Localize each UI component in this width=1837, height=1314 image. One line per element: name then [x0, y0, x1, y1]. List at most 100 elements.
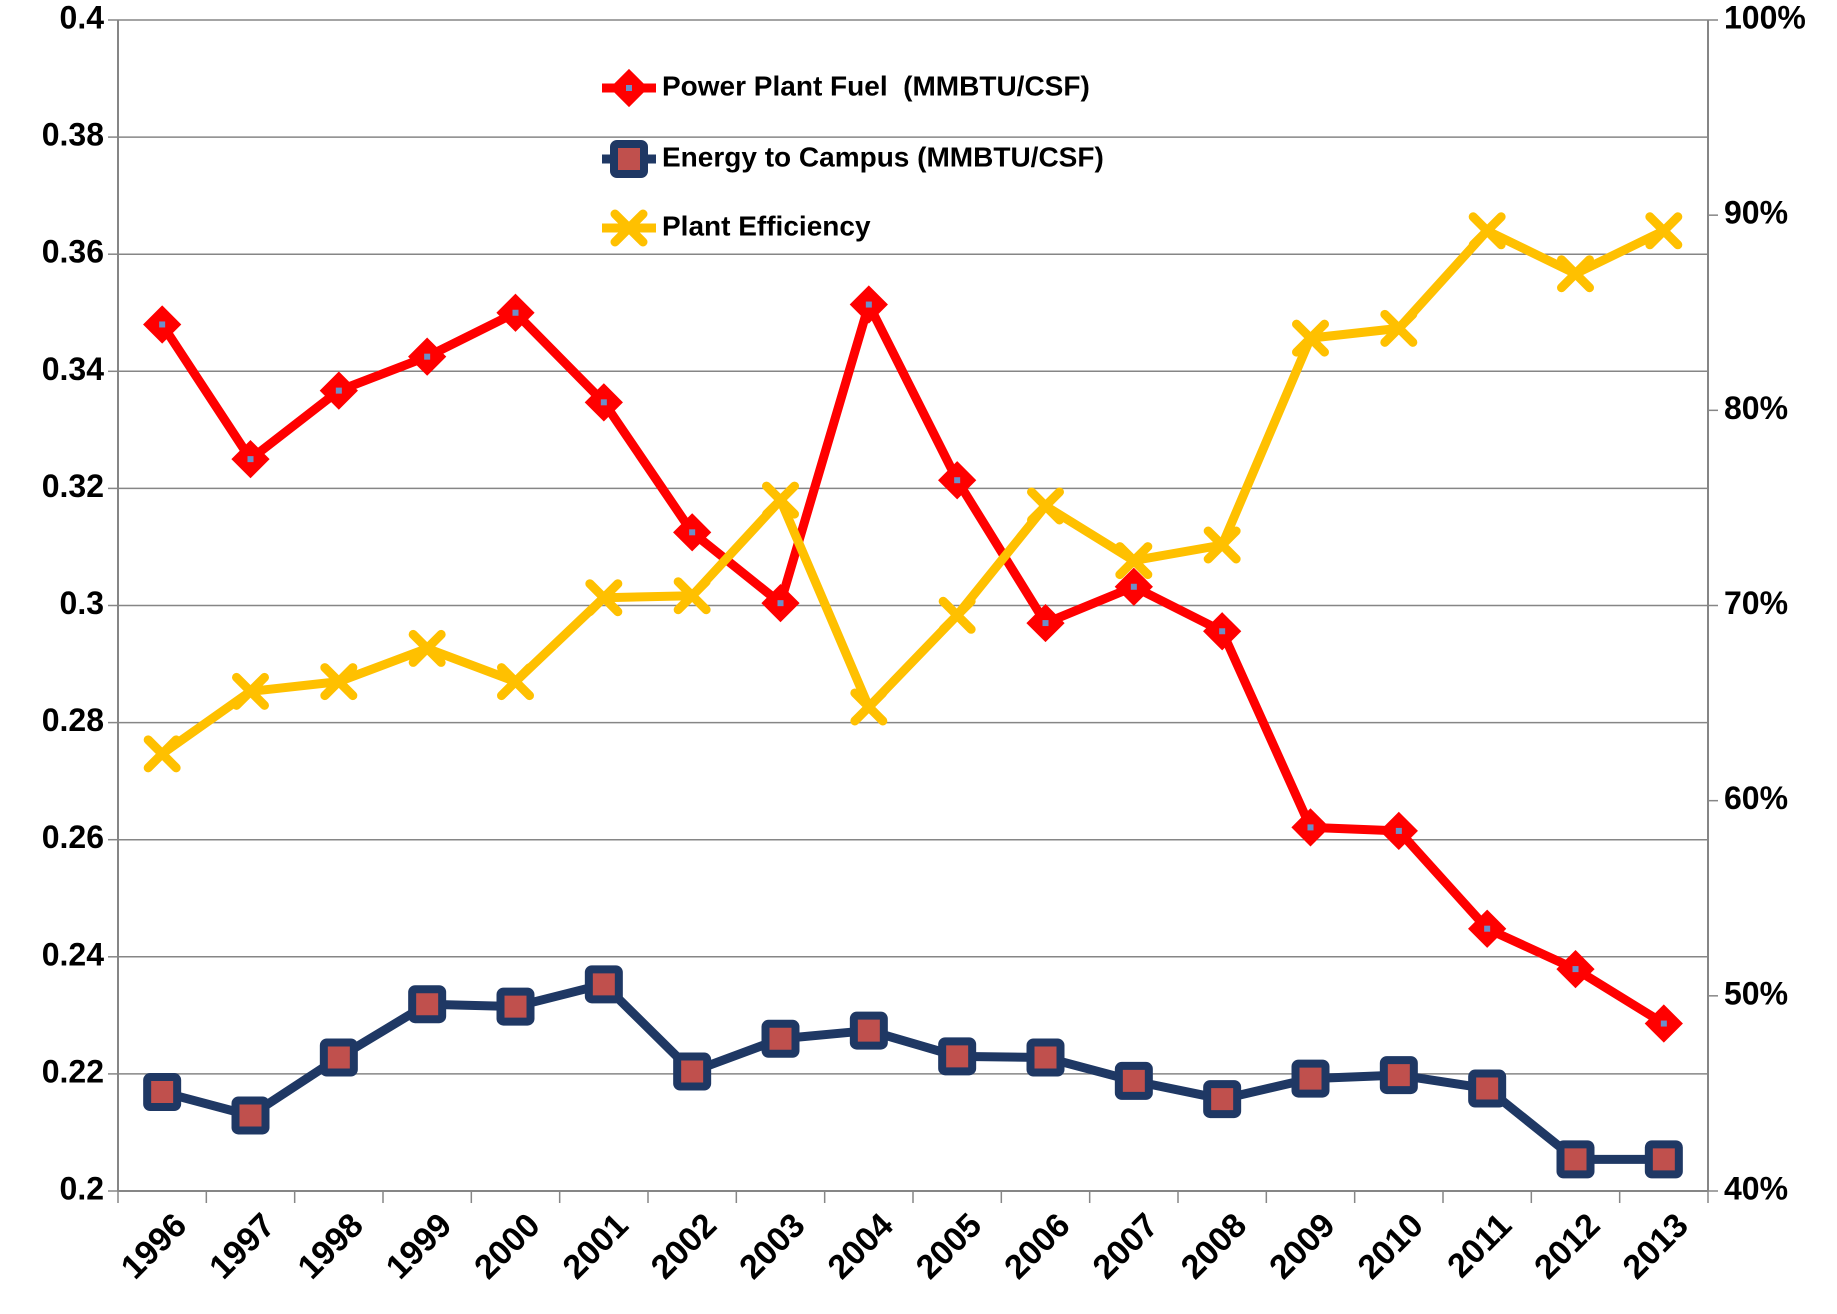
- x-tick-label: 1996: [114, 1206, 194, 1286]
- marker: [1468, 1069, 1507, 1108]
- marker: [938, 596, 976, 634]
- marker: [1556, 1140, 1595, 1179]
- x-tick-label: 2007: [1085, 1206, 1165, 1286]
- y2-tick-label: 70%: [1724, 585, 1788, 621]
- marker: [143, 735, 181, 773]
- x-tick-label: 2006: [997, 1206, 1077, 1286]
- marker-center: [626, 85, 632, 91]
- marker: [761, 1019, 800, 1058]
- y2-tick-label: 100%: [1724, 0, 1806, 35]
- y-tick-label: 0.26: [42, 819, 104, 855]
- marker: [1115, 542, 1153, 580]
- x-tick-label: 2000: [467, 1206, 547, 1286]
- marker-center: [1307, 824, 1314, 831]
- y-tick-label: 0.22: [42, 1053, 104, 1089]
- marker: [1379, 1056, 1418, 1095]
- marker-center: [1219, 628, 1226, 635]
- marker: [1203, 1080, 1242, 1119]
- marker: [1026, 1038, 1065, 1077]
- marker: [320, 663, 358, 701]
- marker-center: [865, 301, 872, 308]
- marker-center: [512, 309, 519, 316]
- marker-center: [1395, 827, 1402, 834]
- marker: [231, 1096, 270, 1135]
- marker: [610, 209, 648, 247]
- marker: [1292, 319, 1329, 357]
- marker-center: [424, 353, 431, 360]
- marker: [673, 1052, 712, 1091]
- legend-label: Power Plant Fuel (MMBTU/CSF): [662, 70, 1090, 101]
- marker: [584, 965, 623, 1004]
- marker: [497, 663, 534, 701]
- marker: [673, 577, 711, 615]
- x-tick-label: 1999: [379, 1206, 459, 1286]
- marker: [938, 1037, 977, 1076]
- series: [143, 285, 1683, 1043]
- x-tick-label: 2004: [820, 1206, 900, 1286]
- legend-label: Energy to Campus (MMBTU/CSF): [662, 141, 1104, 172]
- marker-center: [777, 600, 784, 607]
- y2-tick-label: 50%: [1724, 975, 1788, 1011]
- marker-center: [600, 399, 607, 406]
- y2-tick-label: 60%: [1724, 780, 1788, 816]
- marker: [1291, 1059, 1330, 1098]
- marker: [408, 985, 447, 1024]
- marker-center: [247, 456, 254, 463]
- marker-center: [1484, 925, 1491, 932]
- marker: [1645, 212, 1683, 250]
- marker-center: [335, 387, 342, 394]
- x-tick-label: 2013: [1615, 1206, 1695, 1286]
- x-tick-label: 2001: [555, 1206, 635, 1286]
- y-tick-label: 0.36: [42, 234, 104, 270]
- marker: [610, 140, 648, 178]
- x-tick-label: 2003: [732, 1206, 812, 1286]
- marker: [1203, 526, 1241, 564]
- x-tick-label: 1998: [290, 1206, 370, 1286]
- y-tick-label: 0.2: [60, 1170, 104, 1206]
- marker: [232, 672, 269, 710]
- x-tick-label: 2009: [1262, 1206, 1342, 1286]
- marker: [1644, 1140, 1683, 1179]
- y-tick-label: 0.4: [60, 0, 105, 35]
- y-tick-label: 0.3: [60, 585, 104, 621]
- marker: [585, 579, 623, 617]
- marker-center: [689, 529, 696, 536]
- legend-label: Plant Efficiency: [662, 210, 871, 241]
- x-tick-label: 2010: [1350, 1206, 1430, 1286]
- x-tick-label: 2008: [1174, 1206, 1254, 1286]
- marker: [408, 629, 446, 667]
- y2-tick-label: 40%: [1724, 1170, 1788, 1206]
- y-tick-label: 0.24: [42, 936, 104, 972]
- y2-tick-label: 90%: [1724, 195, 1788, 231]
- x-tick-label: 1997: [202, 1206, 282, 1286]
- marker: [1114, 1061, 1153, 1100]
- marker: [319, 1038, 358, 1077]
- marker: [849, 1011, 888, 1050]
- marker: [1557, 255, 1594, 293]
- marker: [496, 987, 535, 1026]
- marker-center: [1130, 583, 1137, 590]
- marker: [762, 481, 799, 519]
- marker: [1027, 487, 1064, 525]
- x-tick-label: 2011: [1440, 1206, 1519, 1285]
- marker-center: [1042, 620, 1049, 627]
- marker-center: [1660, 1020, 1667, 1027]
- y-tick-label: 0.34: [42, 351, 104, 387]
- marker-center: [1572, 966, 1579, 973]
- y-tick-label: 0.28: [42, 702, 104, 738]
- series: [143, 965, 1683, 1179]
- x-tick-label: 2012: [1527, 1206, 1607, 1286]
- y2-tick-label: 80%: [1724, 390, 1788, 426]
- series-line: [158, 300, 1667, 1028]
- marker: [850, 688, 888, 726]
- marker-center: [954, 477, 961, 484]
- marker: [1380, 309, 1418, 347]
- x-tick-label: 2002: [644, 1206, 724, 1286]
- y-tick-label: 0.32: [42, 468, 104, 504]
- marker: [1468, 212, 1506, 250]
- series-line: [161, 979, 1664, 1164]
- series-line: [159, 226, 1666, 758]
- x-tick-label: 2005: [909, 1206, 989, 1286]
- series: [143, 212, 1683, 773]
